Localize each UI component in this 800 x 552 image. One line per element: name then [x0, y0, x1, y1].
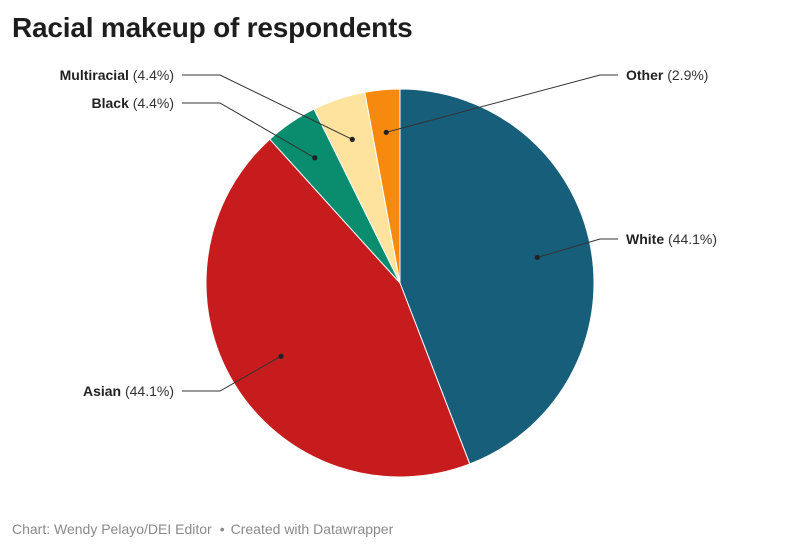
datawrapper-credit: Created with Datawrapper — [230, 521, 394, 537]
leader-line-multiracial — [182, 74, 353, 140]
slice-label-name: Asian — [83, 383, 121, 399]
slice-label-value: (44.1%) — [664, 231, 717, 247]
pie-slice-asian — [205, 138, 471, 478]
label-dot-multiracial — [349, 136, 355, 142]
slice-label-value: (4.4%) — [129, 67, 174, 83]
label-dot-black — [312, 155, 318, 161]
slice-label-asian: Asian (44.1%) — [83, 383, 174, 399]
leader-line-asian — [182, 355, 282, 392]
slice-label-name: Multiracial — [60, 67, 129, 83]
slice-label-name: Black — [92, 95, 130, 111]
chart-footer: Chart: Wendy Pelayo/DEI Editor • Created w… — [12, 521, 393, 537]
source-credit: Chart: Wendy Pelayo/DEI Editor — [12, 521, 212, 537]
slice-label-white: White (44.1%) — [626, 231, 717, 247]
label-dot-other — [383, 129, 389, 135]
label-dot-white — [534, 254, 540, 261]
leader-line-other — [386, 74, 618, 133]
slice-label-other: Other (2.9%) — [626, 67, 708, 83]
slice-label-name: White — [626, 231, 664, 247]
label-dot-asian — [278, 353, 284, 359]
slice-label-name: Other — [626, 67, 664, 83]
slice-label-multiracial: Multiracial (4.4%) — [60, 67, 174, 83]
slice-labels: White (44.1%)Asian (44.1%)Black (4.4%)Mu… — [60, 67, 717, 399]
pie-slice-other — [364, 88, 401, 284]
chart-title: Racial makeup of respondents — [12, 12, 413, 43]
pie-slices — [205, 88, 595, 478]
leader-line-black — [182, 102, 316, 159]
pie-slice-white — [399, 88, 595, 465]
slice-label-value: (2.9%) — [663, 67, 708, 83]
slice-label-value: (44.1%) — [121, 383, 174, 399]
slice-label-black: Black (4.4%) — [92, 95, 174, 111]
leader-line-white — [537, 238, 618, 258]
slice-label-value: (4.4%) — [129, 95, 174, 111]
footer-separator: • — [219, 521, 225, 537]
